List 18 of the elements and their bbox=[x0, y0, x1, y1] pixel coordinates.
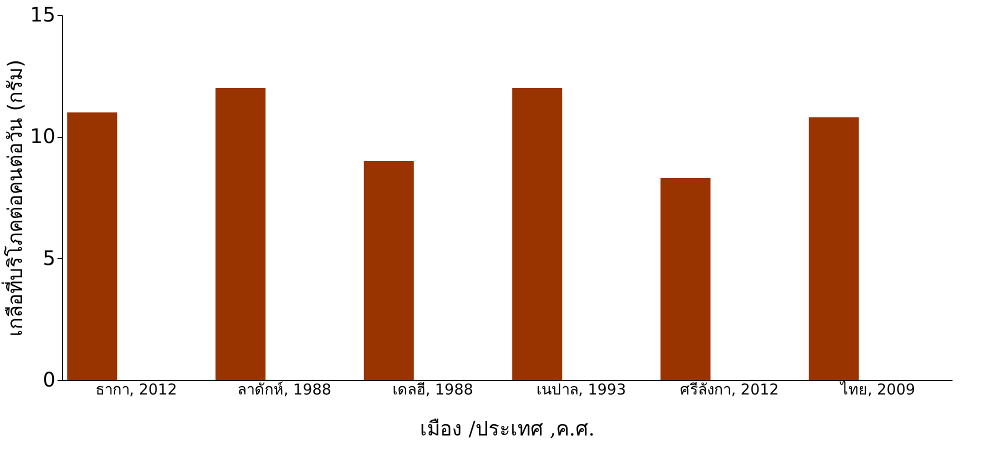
y-axis-title: เกลือที่บริโภคต่อคนต่อวัน (กรัม) bbox=[1, 60, 28, 336]
x-axis-title: เมือง /ประเทศ ,ค.ศ. bbox=[420, 416, 595, 440]
y-tick-label: 10 bbox=[30, 124, 56, 148]
bar bbox=[67, 112, 118, 380]
bar bbox=[660, 178, 710, 380]
y-tick-label: 0 bbox=[42, 368, 56, 392]
x-tick-label: ไทย, 2009 bbox=[839, 380, 916, 398]
bar bbox=[216, 88, 266, 380]
x-tick-label: เดลฮี, 1988 bbox=[392, 380, 474, 398]
x-tick-label: เนปาล, 1993 bbox=[536, 380, 626, 398]
y-tick-label: 15 bbox=[30, 2, 56, 26]
bar bbox=[808, 117, 859, 380]
bar bbox=[364, 161, 414, 380]
x-tick-label: ธากา, 2012 bbox=[95, 380, 178, 398]
x-tick-label: ศรีลังกา, 2012 bbox=[680, 380, 779, 398]
bar bbox=[512, 88, 562, 380]
y-tick-label: 5 bbox=[42, 246, 56, 270]
x-tick-label: ลาดักห์, 1988 bbox=[238, 380, 332, 398]
